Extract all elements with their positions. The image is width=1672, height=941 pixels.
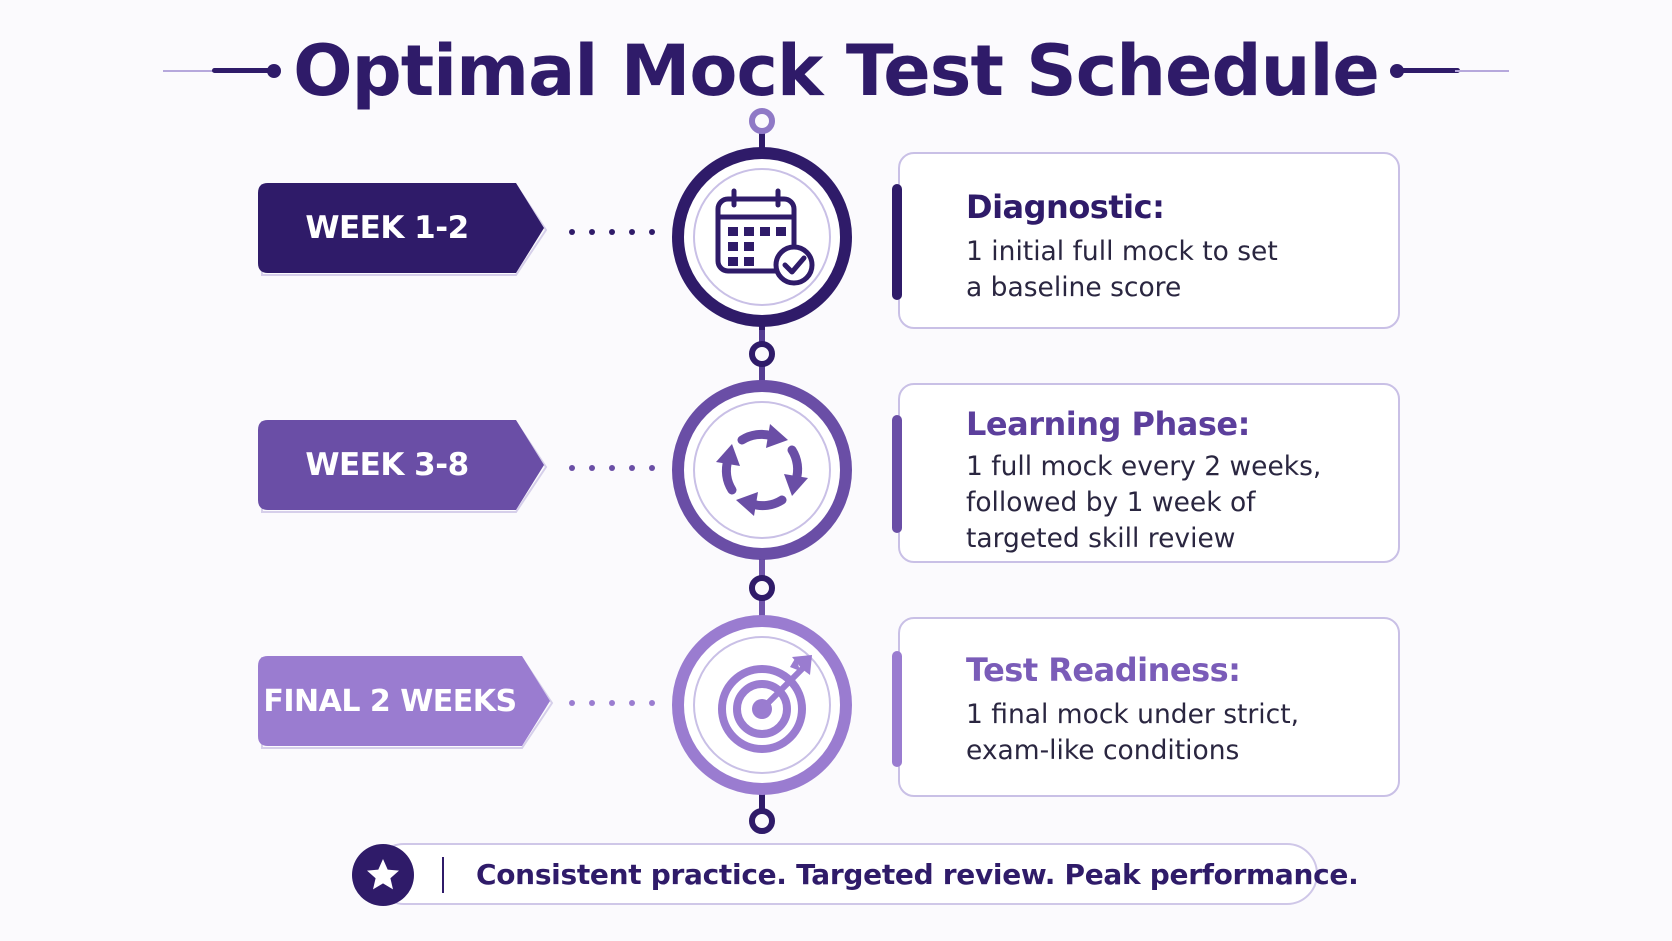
target-arrow-icon bbox=[693, 636, 831, 774]
stage-1-circle bbox=[672, 147, 852, 327]
page-title: Optimal Mock Test Schedule bbox=[293, 30, 1380, 112]
title-left-thin-line bbox=[163, 70, 223, 72]
footer-pill bbox=[373, 843, 1318, 905]
footer-separator bbox=[442, 857, 444, 893]
stage-2-line-2: followed by 1 week of bbox=[966, 487, 1256, 518]
stage-3-circle bbox=[672, 615, 852, 795]
stage-1-line-2: a baseline score bbox=[966, 272, 1182, 303]
cycle-arrows-icon bbox=[693, 401, 831, 539]
stage-2-tag: WEEK 3-8 bbox=[258, 420, 548, 513]
stage-2-description: 1 full mock every 2 weeks, followed by 1… bbox=[966, 449, 1386, 557]
stage-2-card: Learning Phase: 1 full mock every 2 week… bbox=[892, 383, 1400, 563]
stage-1-card-accent bbox=[892, 184, 902, 300]
title-left-thick-line bbox=[212, 68, 274, 73]
stage-2-heading: Learning Phase: bbox=[966, 405, 1250, 443]
star-icon bbox=[367, 859, 399, 890]
stage-3-card: Test Readiness: 1 final mock under stric… bbox=[892, 617, 1400, 797]
stage-1-tag-label: WEEK 1-2 bbox=[305, 210, 469, 246]
title-left-dot bbox=[267, 64, 281, 78]
timeline-node-1 bbox=[749, 341, 775, 367]
stage-3-description: 1 final mock under strict, exam-like con… bbox=[966, 697, 1386, 769]
stage-3-tag: FINAL 2 WEEKS bbox=[258, 656, 554, 749]
stage-2-line-1: 1 full mock every 2 weeks, bbox=[966, 451, 1322, 482]
stage-3-line-2: exam-like conditions bbox=[966, 735, 1240, 766]
timeline-spine-bottom bbox=[759, 790, 765, 820]
timeline-node-3 bbox=[749, 808, 775, 834]
calendar-check-icon bbox=[693, 168, 831, 306]
title-right-thick-line bbox=[1398, 68, 1460, 73]
stage-1-tag: WEEK 1-2 bbox=[258, 183, 548, 276]
stage-3-line-1: 1 final mock under strict, bbox=[966, 699, 1300, 730]
stage-2-connector-dots bbox=[569, 465, 655, 471]
stage-1-description: 1 initial full mock to set a baseline sc… bbox=[966, 234, 1386, 306]
stage-1-connector-dots bbox=[569, 229, 655, 235]
stage-3-heading: Test Readiness: bbox=[966, 651, 1241, 689]
title-right-thin-line bbox=[1455, 70, 1509, 72]
stage-1-heading: Diagnostic: bbox=[966, 188, 1165, 226]
timeline-node-2 bbox=[749, 575, 775, 601]
stage-3-card-accent bbox=[892, 651, 902, 767]
stage-2-card-accent bbox=[892, 415, 902, 533]
timeline-top-node bbox=[749, 108, 775, 134]
stage-2-tag-label: WEEK 3-8 bbox=[305, 447, 469, 483]
stage-3-tag-label: FINAL 2 WEEKS bbox=[263, 683, 517, 719]
footer-tagline: Consistent practice. Targeted review. Pe… bbox=[476, 858, 1359, 891]
footer-star-badge bbox=[352, 844, 414, 906]
stage-1-card: Diagnostic: 1 initial full mock to set a… bbox=[892, 152, 1400, 329]
stage-2-line-3: targeted skill review bbox=[966, 523, 1236, 554]
stage-3-connector-dots bbox=[569, 700, 655, 706]
title-right-dot bbox=[1390, 64, 1404, 78]
stage-1-line-1: 1 initial full mock to set bbox=[966, 236, 1278, 267]
stage-2-circle bbox=[672, 380, 852, 560]
